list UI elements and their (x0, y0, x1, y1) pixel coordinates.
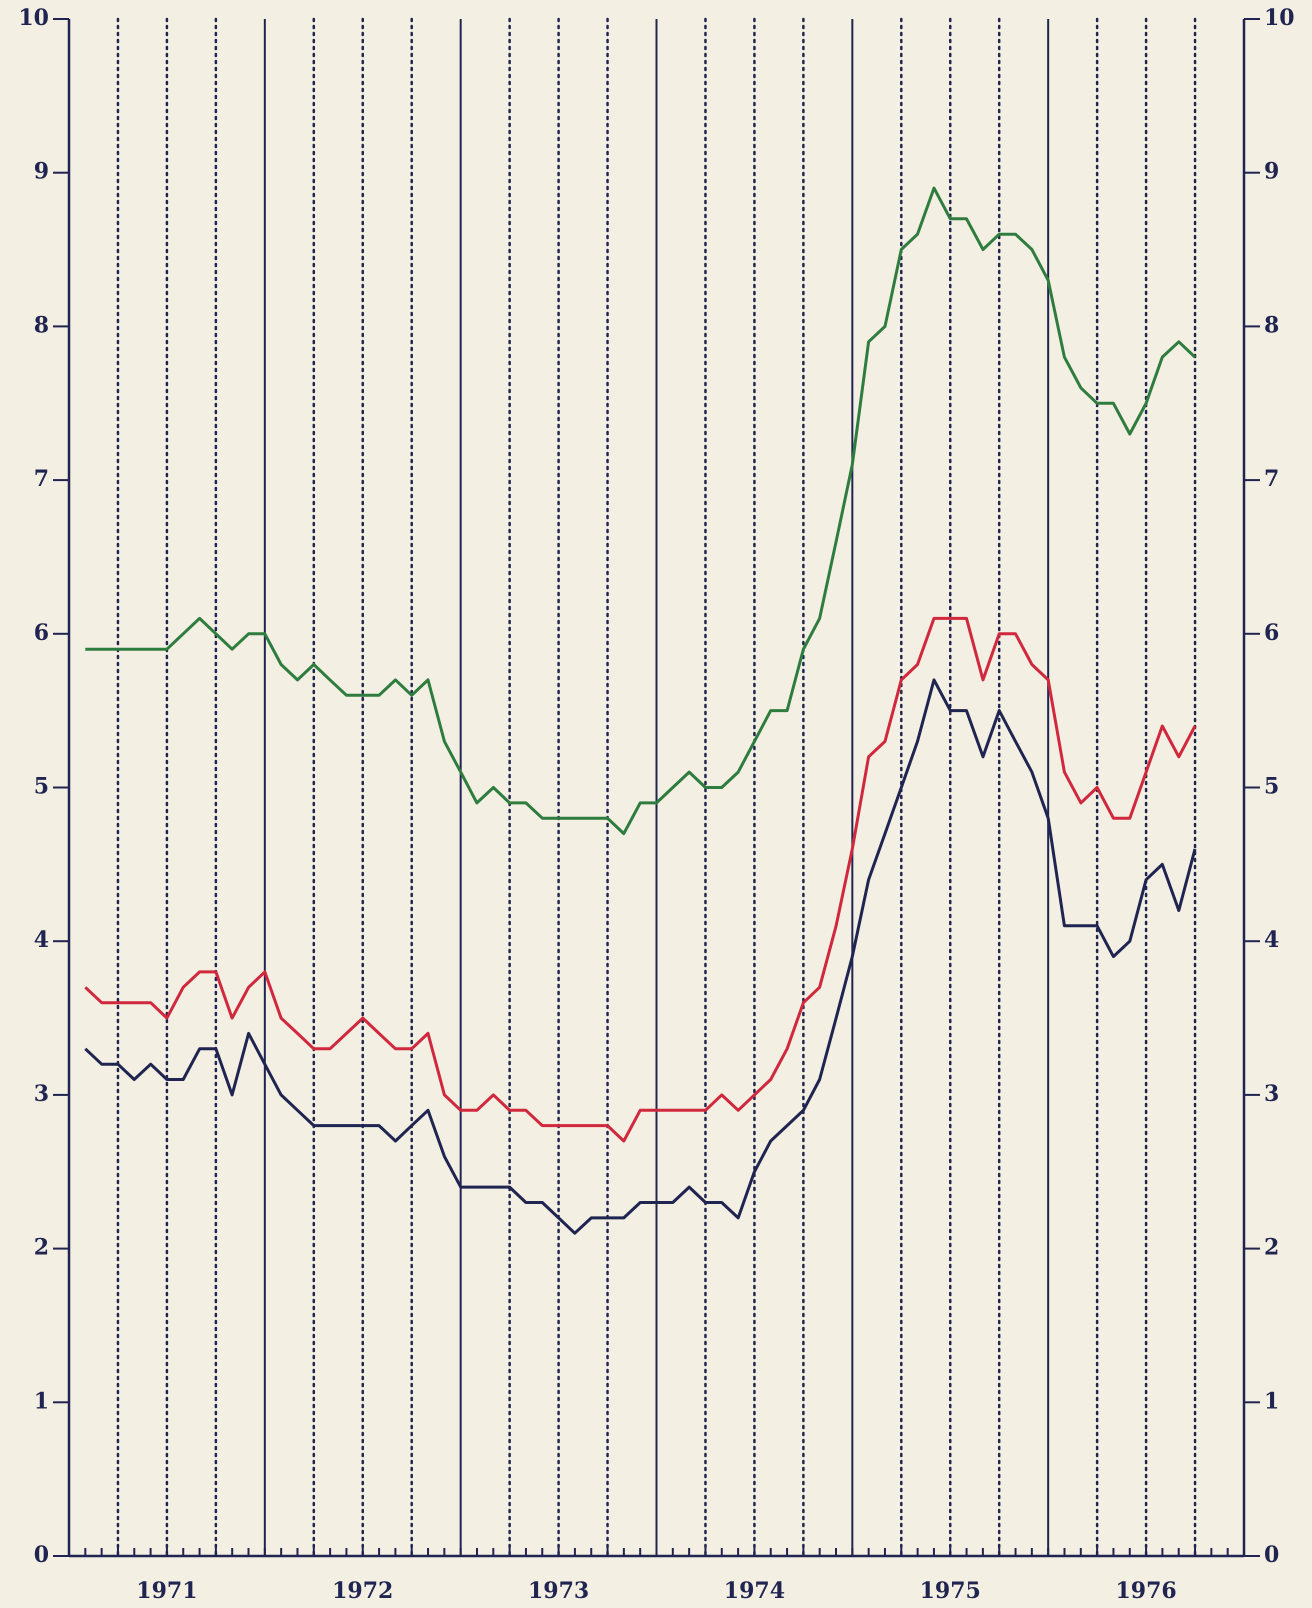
y-tick-label: 1 (34, 1388, 49, 1414)
x-tick-label: 1976 (1115, 1578, 1176, 1604)
y-tick-label: 8 (34, 312, 49, 338)
y-tick-label: 4 (34, 927, 49, 953)
y2-tick-label: 5 (1264, 774, 1279, 800)
series-line (84, 616, 1197, 1143)
y-tick-label: 6 (34, 620, 49, 646)
y2-tick-label: 1 (1264, 1388, 1279, 1414)
series-line (85, 186, 1197, 836)
y-tick-label: 9 (34, 159, 49, 185)
y2-tick-label: 3 (1264, 1081, 1279, 1107)
y2-tick-label: 10 (1264, 5, 1295, 31)
y-tick-label: 2 (34, 1235, 49, 1261)
series-line (84, 678, 1197, 1235)
x-tick-label: 1975 (920, 1578, 981, 1604)
y-tick-label: 7 (34, 466, 49, 492)
y2-tick-label: 4 (1264, 927, 1279, 953)
y-tick-label: 5 (34, 774, 49, 800)
x-tick-label: 1973 (528, 1578, 589, 1604)
y-tick-label: 3 (34, 1081, 49, 1107)
y2-tick-label: 8 (1264, 312, 1279, 338)
y2-tick-label: 0 (1264, 1542, 1279, 1568)
y2-tick-label: 9 (1264, 159, 1279, 185)
y-tick-label: 0 (34, 1542, 49, 1568)
y2-tick-label: 6 (1264, 620, 1279, 646)
y2-tick-label: 2 (1264, 1235, 1279, 1261)
x-tick-label: 1972 (332, 1578, 393, 1604)
y2-tick-label: 7 (1264, 466, 1279, 492)
x-tick-label: 1974 (724, 1578, 785, 1604)
x-tick-label: 1971 (136, 1578, 197, 1604)
y-tick-label: 10 (18, 5, 49, 31)
